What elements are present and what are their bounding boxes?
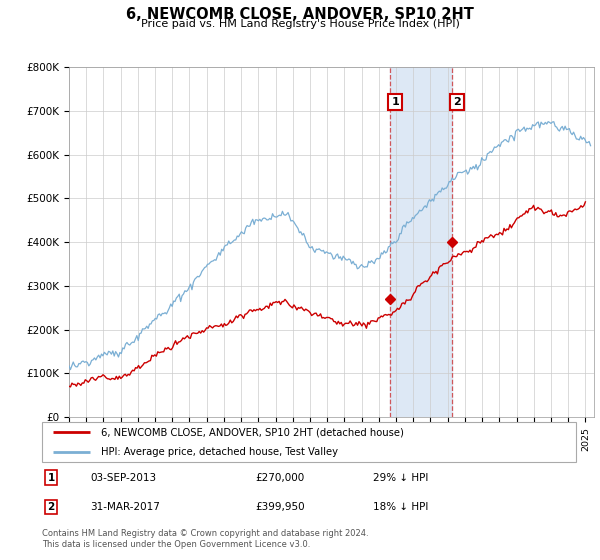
Text: 18% ↓ HPI: 18% ↓ HPI [373, 502, 428, 512]
Text: 6, NEWCOMB CLOSE, ANDOVER, SP10 2HT: 6, NEWCOMB CLOSE, ANDOVER, SP10 2HT [126, 7, 474, 22]
Text: 6, NEWCOMB CLOSE, ANDOVER, SP10 2HT (detached house): 6, NEWCOMB CLOSE, ANDOVER, SP10 2HT (det… [101, 427, 404, 437]
Bar [391, 67, 452, 417]
Text: £270,000: £270,000 [256, 473, 305, 483]
Text: 1: 1 [391, 97, 399, 107]
FancyBboxPatch shape [42, 422, 576, 462]
Text: 1: 1 [47, 473, 55, 483]
Text: £399,950: £399,950 [256, 502, 305, 512]
Text: HPI: Average price, detached house, Test Valley: HPI: Average price, detached house, Test… [101, 447, 338, 458]
Text: 03-SEP-2013: 03-SEP-2013 [90, 473, 156, 483]
Text: Price paid vs. HM Land Registry's House Price Index (HPI): Price paid vs. HM Land Registry's House … [140, 19, 460, 29]
Text: 29% ↓ HPI: 29% ↓ HPI [373, 473, 428, 483]
Text: Contains HM Land Registry data © Crown copyright and database right 2024.
This d: Contains HM Land Registry data © Crown c… [42, 529, 368, 549]
Text: 2: 2 [47, 502, 55, 512]
Text: 31-MAR-2017: 31-MAR-2017 [90, 502, 160, 512]
Text: 2: 2 [453, 97, 461, 107]
